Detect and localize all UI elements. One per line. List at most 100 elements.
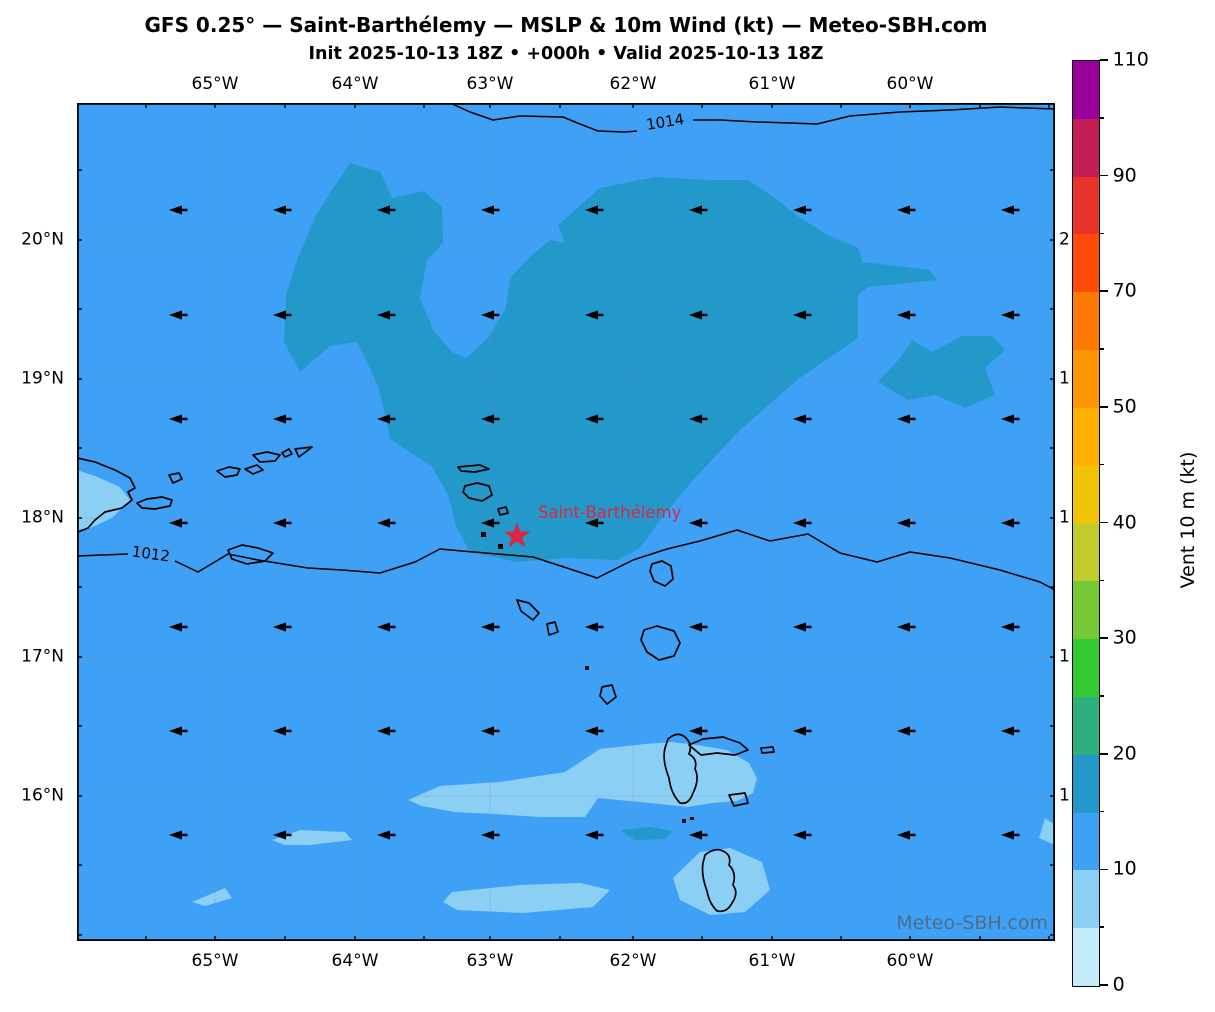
colorbar-tick (1099, 348, 1105, 350)
wind-band-5-10kt-edge (1039, 818, 1055, 845)
coast-guadeloupe-east (688, 736, 749, 756)
colorbar-tick (1099, 984, 1108, 986)
coast-st-croix (227, 544, 274, 565)
wind-arrow-west (793, 414, 812, 424)
colorbar-segment (1073, 523, 1099, 582)
wind-arrow-west (1001, 830, 1020, 840)
lon-label-top: 63°W (466, 74, 514, 94)
wind-band-5-10kt-sw (192, 888, 232, 906)
colorbar-tick (1099, 637, 1108, 639)
isobar-1014-line (449, 103, 1055, 133)
lon-label-top: 60°W (886, 74, 934, 94)
coast-st-barthelemy (497, 506, 509, 516)
lon-label-top: 64°W (331, 74, 379, 94)
colorbar-segment (1073, 292, 1099, 351)
colorbar-tick (1099, 463, 1105, 466)
wind-arrow-west (169, 414, 188, 424)
wind-arrow-west (377, 205, 396, 215)
wind-arrow-west (689, 622, 708, 632)
colorbar-tick (1099, 232, 1105, 235)
wind-arrow-grid (169, 205, 1020, 840)
coast-tortola (252, 451, 281, 463)
coast-barbuda (649, 560, 674, 587)
wind-band-5-10kt-west (77, 470, 130, 530)
wind-arrow-west (273, 205, 292, 215)
lon-label-top: 61°W (748, 74, 796, 94)
colorbar-segment (1073, 350, 1099, 408)
wind-arrow-west (481, 830, 500, 840)
lat-label-right-clipped: 2 (1059, 229, 1070, 250)
wind-arrow-west (585, 518, 604, 528)
colorbar-tick (1099, 59, 1108, 61)
wind-band-15-20kt-sliver (620, 827, 673, 840)
figure-title: GFS 0.25° — Saint-Barthélemy — MSLP & 10… (144, 13, 988, 37)
wind-arrow-west (1001, 414, 1020, 424)
wind-arrow-west (169, 726, 188, 736)
wind-arrow-west (481, 622, 500, 632)
wind-arrow-west (897, 205, 916, 215)
wind-arrow-west (585, 414, 604, 424)
colorbar-tick-label: 20 (1112, 742, 1137, 765)
colorbar-tick-label: 110 (1112, 48, 1149, 71)
wind-arrow-west (689, 726, 708, 736)
wind-arrow-west (273, 414, 292, 424)
coast-st-thomas (216, 466, 241, 478)
isobar-1012-line (77, 529, 1055, 591)
coast-la-desirade (760, 746, 775, 754)
wind-arrow-west (481, 310, 500, 320)
lon-label-bottom: 61°W (748, 951, 796, 971)
wind-band-5-10kt-central (408, 742, 757, 817)
wind-arrow-west (377, 310, 396, 320)
wind-arrow-west (585, 830, 604, 840)
wind-arrow-west (273, 830, 292, 840)
colorbar-tick (1099, 810, 1105, 813)
wind-arrow-west (897, 414, 916, 424)
wind-arrow-west (481, 726, 500, 736)
colorbar-segment (1073, 639, 1099, 697)
graticule (77, 103, 1055, 941)
wind-arrow-west (377, 726, 396, 736)
colorbar-tick-label: 90 (1112, 164, 1137, 187)
lat-label-right-clipped: 1 (1059, 507, 1070, 528)
lon-label-bottom: 65°W (191, 951, 239, 971)
colorbar-axis-label: Vent 10 m (kt) (1177, 451, 1199, 589)
wind-arrow-west (585, 205, 604, 215)
coast-vieques (136, 496, 173, 510)
coast-antigua (640, 625, 681, 661)
wind-arrow-west (689, 310, 708, 320)
lat-label-left: 19°N (21, 368, 64, 389)
colorbar-tick (1099, 579, 1105, 582)
wind-arrow-west (377, 414, 396, 424)
wind-arrow-west (169, 622, 188, 632)
coast-saba (481, 532, 486, 537)
wind-arrow-west (481, 205, 500, 215)
coast-st-eustatius (498, 544, 503, 549)
colorbar-tick-label: 10 (1112, 857, 1137, 880)
map-canvas: 1014 1012 Saint-Barthélemy Meteo-SBH.com (77, 103, 1055, 941)
lat-label-right-clipped: 1 (1059, 785, 1070, 806)
wind-arrow-west (897, 830, 916, 840)
colorbar-tick (1099, 695, 1105, 697)
colorbar-segment (1073, 696, 1099, 755)
coast-nevis (546, 621, 559, 636)
lon-label-bottom: 64°W (331, 951, 379, 971)
lat-label-left: 17°N (21, 646, 64, 667)
figure-subtitle: Init 2025-10-13 18Z • +000h • Valid 2025… (308, 44, 824, 64)
wind-arrow-west (585, 622, 604, 632)
wind-arrow-west (377, 622, 396, 632)
lon-label-bottom: 60°W (886, 951, 934, 971)
coast-puerto-rico (77, 457, 136, 533)
wind-arrow-west (1001, 622, 1020, 632)
colorbar-segment (1073, 870, 1099, 929)
colorbar-segment (1073, 581, 1099, 640)
coast-dominica (701, 848, 737, 913)
lat-label-left: 16°N (21, 785, 64, 806)
colorbar-tick-label: 50 (1112, 395, 1137, 418)
location-star-marker (503, 522, 531, 548)
lat-label-left: 18°N (21, 507, 64, 528)
wind-arrow-west (273, 518, 292, 528)
colorbar-tick (1099, 174, 1108, 177)
wind-speed-shading (77, 163, 1055, 915)
wind-arrow-west (481, 518, 500, 528)
wind-arrow-west (1001, 518, 1020, 528)
